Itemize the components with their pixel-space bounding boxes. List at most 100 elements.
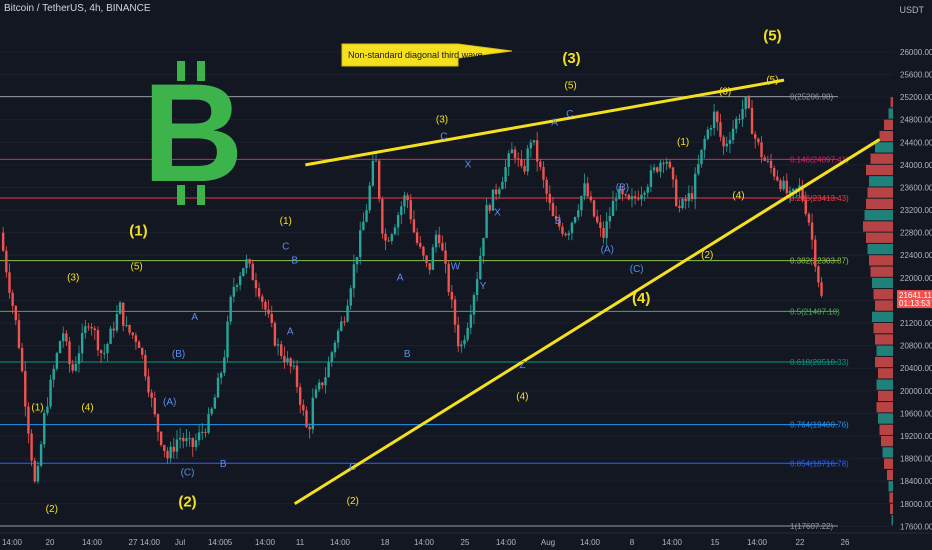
fib-level-label: 0.618(20510.33)	[790, 358, 849, 367]
candle-body	[298, 387, 302, 405]
candle-body	[589, 196, 593, 201]
candle-body	[283, 355, 286, 363]
candle-body	[684, 199, 687, 202]
candle-body	[90, 326, 93, 329]
candle-body	[507, 153, 510, 167]
candle-body	[750, 108, 754, 135]
candle-body	[479, 256, 482, 280]
candle-body	[305, 410, 308, 428]
wave-label: C	[566, 109, 573, 120]
candle-body	[377, 160, 381, 200]
candle-body	[245, 259, 248, 269]
volume-profile-bar	[870, 153, 893, 164]
candle-body	[11, 292, 14, 306]
candle-body	[324, 377, 327, 386]
candle-body	[697, 164, 700, 174]
candle-body	[779, 180, 782, 190]
candle-body	[52, 368, 55, 380]
time-axis-tick: Aug	[541, 538, 555, 547]
candle-body	[409, 200, 412, 220]
candle-body	[494, 189, 498, 195]
candle-body	[485, 205, 488, 238]
candle-body	[611, 200, 615, 216]
candle-body	[422, 246, 425, 256]
candle-body	[798, 185, 801, 189]
candle-body	[434, 234, 438, 248]
candle-body	[55, 353, 59, 369]
candle-body	[738, 118, 741, 120]
volume-profile-bar	[890, 503, 893, 515]
price-axis-tick: 25200.00	[900, 93, 932, 102]
volume-profile-bar	[878, 413, 893, 424]
time-axis-tick: 5	[228, 538, 233, 547]
candle-body	[630, 196, 634, 200]
candle-body	[216, 377, 220, 398]
candle-body	[232, 286, 236, 297]
candle-body	[163, 445, 166, 452]
candle-body	[213, 397, 217, 409]
volume-profile-bar	[878, 368, 893, 379]
volume-profile-bar	[881, 435, 893, 447]
candle-body	[791, 189, 795, 191]
candle-body	[74, 363, 78, 371]
time-axis-tick: 27	[129, 538, 138, 547]
candle-body	[488, 205, 491, 211]
candle-body	[24, 371, 27, 407]
candle-body	[716, 111, 719, 123]
volume-profile-bar	[863, 221, 893, 232]
candle-body	[599, 222, 602, 228]
candle-body	[700, 149, 703, 165]
price-axis-tick: 22400.00	[900, 251, 932, 260]
candle-body	[472, 294, 476, 315]
candle-body	[580, 196, 583, 211]
time-axis-tick: 25	[461, 538, 470, 547]
volume-profile-bar	[876, 379, 893, 390]
volume-profile-bar	[866, 164, 893, 176]
candle-body	[106, 343, 109, 354]
wave-label: (B)	[616, 182, 629, 193]
candle-body	[39, 444, 43, 466]
candle-body	[567, 233, 570, 236]
candle-body	[109, 328, 112, 344]
candle-body	[1, 232, 5, 251]
candle-body	[182, 437, 185, 442]
candle-body	[226, 321, 229, 358]
volume-profile-bar	[869, 176, 893, 187]
candle-body	[608, 215, 612, 222]
candle-body	[558, 219, 561, 227]
candle-body	[396, 215, 400, 228]
candle-body	[49, 379, 52, 407]
candle-body	[314, 389, 318, 398]
wave-label: X	[465, 160, 472, 171]
volume-profile-bar	[876, 402, 893, 413]
volume-profile-bar	[884, 458, 893, 469]
candle-body	[175, 439, 179, 452]
fib-level-label: 0.764(19400.76)	[790, 421, 849, 430]
candle-body	[678, 205, 681, 209]
candle-body	[807, 213, 811, 223]
candle-body	[438, 234, 441, 244]
volume-profile-bar	[866, 232, 893, 243]
candle-body	[757, 138, 760, 143]
candle-body	[242, 268, 245, 276]
candle-body	[346, 305, 349, 322]
candle-body	[475, 279, 479, 295]
price-axis-tick: 20800.00	[900, 342, 932, 351]
candle-body	[207, 413, 210, 433]
wave-label: (5)	[763, 28, 781, 45]
candle-body	[539, 161, 542, 167]
candle-body	[238, 275, 242, 286]
candle-body	[769, 160, 773, 169]
time-axis-tick: 18	[381, 538, 390, 547]
time-axis-tick: 14:00	[255, 538, 276, 547]
fib-level-label: 0.146(24097.41)	[790, 155, 849, 164]
candle-body	[513, 149, 517, 159]
fib-level-label: 0.5(21407.10)	[790, 307, 840, 316]
price-axis-tick: 19600.00	[900, 409, 932, 418]
volume-profile-bar	[876, 345, 893, 356]
candle-body	[687, 193, 691, 202]
candle-body	[425, 255, 428, 264]
candle-body	[545, 179, 548, 194]
volume-profile-bar	[873, 323, 893, 334]
